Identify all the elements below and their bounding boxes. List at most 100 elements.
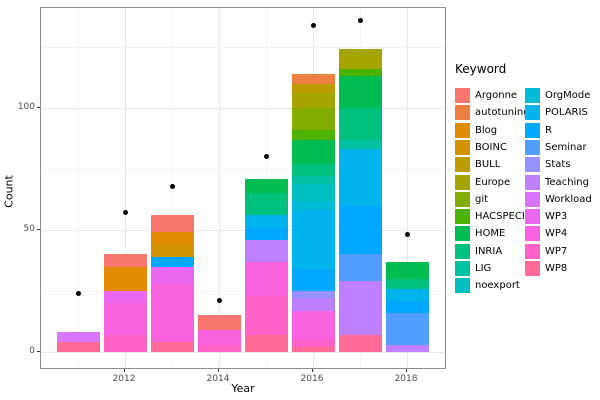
bar-segment-2015-INRIA <box>244 193 288 216</box>
legend-label-noexport: noexport <box>475 280 520 292</box>
bar-segment-2018-POLARIS <box>385 288 429 301</box>
legend-label-Europe: Europe <box>475 176 511 188</box>
bar-segment-2017-Europe <box>338 49 382 69</box>
data-point-2018 <box>404 232 410 238</box>
legend-swatch-Seminar <box>525 139 540 155</box>
bar-segment-2016-Stats <box>291 291 335 299</box>
bar-segment-2016-HOME <box>291 139 335 165</box>
legend-swatch-WP4 <box>525 226 540 242</box>
bar-segment-2017-HACSPECIS <box>338 68 382 77</box>
legend-label-HOME: HOME <box>475 228 506 240</box>
legend-label-Teaching: Teaching <box>545 176 589 188</box>
data-point-2015 <box>263 154 269 160</box>
bar-segment-2016-HACSPECIS <box>291 129 335 140</box>
bar-segment-2017-LIG <box>338 139 382 150</box>
legend-label-autotuning: autotuning <box>475 107 530 119</box>
legend-label-WP3: WP3 <box>545 211 568 223</box>
y-tick-mark <box>37 351 40 352</box>
bar-segment-2016-WP7 <box>291 339 335 348</box>
bar-segment-2015-WP7 <box>244 295 288 335</box>
x-tick-mark <box>124 369 125 372</box>
x-tick-mark <box>218 369 219 372</box>
legend-swatch-autotuning <box>455 105 470 121</box>
x-tick-label: 2016 <box>300 374 324 384</box>
bar-segment-2014-WP4 <box>197 330 241 345</box>
legend-label-WP4: WP4 <box>545 228 568 240</box>
legend-swatch-HACSPECIS <box>455 209 470 225</box>
legend-label-POLARIS: POLARIS <box>545 107 588 119</box>
legend-swatch-POLARIS <box>525 105 540 121</box>
data-point-2012 <box>122 210 128 216</box>
legend-swatch-LIG <box>455 261 470 276</box>
gridline-minor-v <box>78 8 79 368</box>
bar-segment-2016-autotuning <box>291 73 335 84</box>
legend-swatch-WP3 <box>525 209 540 225</box>
y-tick-label: 100 <box>17 102 35 112</box>
legend-label-WP8: WP8 <box>545 263 568 274</box>
bar-segment-2016-INRIA <box>291 164 335 177</box>
y-tick-mark <box>37 229 40 230</box>
gridline-minor-h <box>41 47 445 48</box>
bar-segment-2013-WP3 <box>150 266 194 284</box>
x-tick-mark <box>406 369 407 372</box>
bar-segment-2015-WP4 <box>244 261 288 296</box>
bar-segment-2015-HOME <box>244 178 288 194</box>
legend-swatch-WP7 <box>525 243 540 259</box>
bar-segment-2018-Teaching <box>385 344 429 352</box>
bar-segment-2017-INRIA <box>338 108 382 140</box>
legend-swatch-HOME <box>455 226 470 242</box>
bar-segment-2016-WP4 <box>291 310 335 340</box>
legend-label-BULL: BULL <box>475 159 501 171</box>
bar-segment-2018-HOME <box>385 261 429 279</box>
gridline-minor-h <box>41 291 445 292</box>
bar-segment-2012-Argonne <box>103 254 147 267</box>
legend-label-git: git <box>475 193 489 205</box>
y-tick-mark <box>37 107 40 108</box>
bar-segment-2013-Blog <box>150 232 194 245</box>
legend-swatch-noexport <box>455 278 470 294</box>
bar-segment-2016-git <box>291 108 335 130</box>
legend-swatch-R <box>525 122 540 138</box>
bar-segment-2017-Seminar <box>338 254 382 282</box>
bar-segment-2014-Argonne <box>197 315 241 331</box>
bar-segment-2012-WP3 <box>103 291 147 304</box>
legend-label-OrgMode: OrgMode <box>545 90 591 101</box>
data-point-2016 <box>310 22 316 28</box>
legend-title: Keyword <box>455 62 507 76</box>
bar-segment-2013-WP4 <box>150 283 194 343</box>
bar-segment-2013-R <box>150 256 194 267</box>
bar-segment-2014-WP7 <box>197 344 241 352</box>
gridline-major-h <box>41 230 445 231</box>
bar-segment-2011-Workload <box>56 332 100 343</box>
legend-label-INRIA: INRIA <box>475 245 503 257</box>
bar-segment-2015-POLARIS <box>244 215 288 228</box>
bar-segment-2017-WP8 <box>338 334 382 352</box>
gridline-minor-h <box>41 169 445 170</box>
y-tick-label: 50 <box>23 224 35 234</box>
bar-segment-2016-LIG <box>291 176 335 184</box>
bar-segment-2013-BOINC <box>150 244 194 257</box>
gridline-major-h <box>41 352 445 353</box>
legend-swatch-Europe <box>455 174 470 190</box>
legend-swatch-Workload <box>525 191 540 207</box>
gridline-major-h <box>41 108 445 109</box>
bar-segment-2016-Europe <box>291 93 335 108</box>
legend-swatch-WP8 <box>525 261 540 276</box>
bar-segment-2017-R <box>338 205 382 255</box>
bar-segment-2017-POLARIS <box>338 149 382 206</box>
bar-segment-2016-POLARIS <box>291 210 335 270</box>
gridline-major-v <box>125 8 126 368</box>
legend-label-LIG: LIG <box>475 263 492 274</box>
bar-segment-2016-OrgMode <box>291 200 335 211</box>
x-tick-label: 2014 <box>206 374 230 384</box>
legend-label-HACSPECIS: HACSPECIS <box>475 211 532 223</box>
legend-label-BOINC: BOINC <box>475 141 507 153</box>
legend-swatch-Teaching <box>525 174 540 190</box>
legend-label-Stats: Stats <box>545 159 571 171</box>
bar-segment-2018-R <box>385 300 429 313</box>
legend-swatch-Argonne <box>455 88 470 103</box>
bar-segment-2016-WP8 <box>291 347 335 352</box>
legend-swatch-git <box>455 191 470 207</box>
legend: Keyword Argonne autotuning Blog BOINC BULL Eu… <box>453 62 600 294</box>
bar-segment-2016-Teaching <box>291 298 335 311</box>
